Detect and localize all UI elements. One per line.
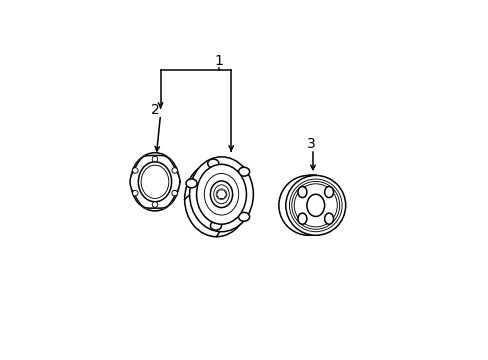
Ellipse shape — [297, 186, 306, 198]
Circle shape — [152, 202, 158, 207]
Text: 2: 2 — [150, 103, 159, 117]
Ellipse shape — [185, 179, 197, 188]
Ellipse shape — [138, 162, 171, 202]
Ellipse shape — [238, 167, 249, 176]
Ellipse shape — [306, 194, 324, 216]
Polygon shape — [130, 156, 180, 208]
Ellipse shape — [210, 181, 232, 208]
Circle shape — [216, 189, 226, 199]
Polygon shape — [216, 190, 226, 199]
Circle shape — [285, 175, 345, 235]
Ellipse shape — [204, 174, 238, 215]
Circle shape — [291, 181, 339, 229]
Ellipse shape — [141, 165, 168, 198]
Ellipse shape — [210, 221, 221, 230]
Circle shape — [152, 156, 158, 162]
Circle shape — [132, 168, 138, 173]
Ellipse shape — [213, 185, 229, 204]
Ellipse shape — [184, 162, 248, 237]
Circle shape — [289, 179, 342, 232]
Text: 3: 3 — [306, 138, 315, 151]
Ellipse shape — [297, 213, 306, 224]
Ellipse shape — [189, 157, 253, 232]
Circle shape — [172, 190, 177, 196]
Ellipse shape — [130, 153, 179, 211]
Ellipse shape — [207, 159, 218, 168]
Ellipse shape — [196, 164, 246, 224]
Circle shape — [294, 184, 337, 227]
Ellipse shape — [324, 213, 333, 224]
Circle shape — [172, 168, 177, 173]
Text: 1: 1 — [214, 54, 223, 68]
Ellipse shape — [324, 186, 333, 198]
Circle shape — [132, 190, 138, 196]
Ellipse shape — [238, 212, 249, 221]
